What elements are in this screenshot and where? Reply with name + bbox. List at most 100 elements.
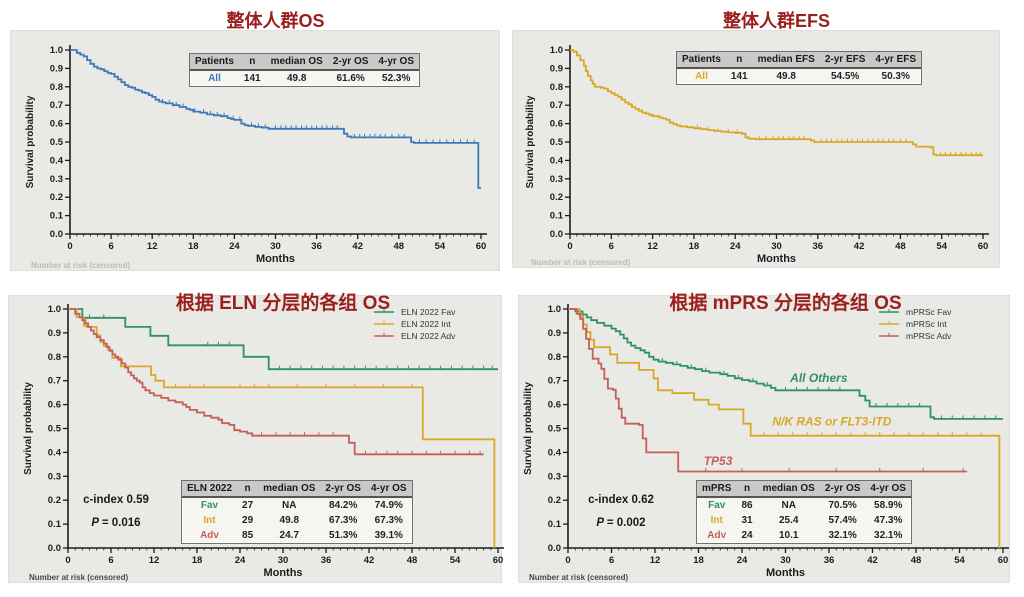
km-curve-eln-2022-int bbox=[68, 308, 496, 548]
stats-cell: 29 bbox=[242, 515, 254, 526]
stats-table-header: ELN 2022 bbox=[182, 481, 238, 498]
stats-cell: 141 bbox=[730, 71, 748, 82]
stat-note: c-index 0.62 bbox=[588, 494, 654, 506]
stats-cell: NA bbox=[282, 500, 297, 511]
x-tick-label: 48 bbox=[895, 241, 906, 252]
x-tick-label: 60 bbox=[978, 241, 989, 252]
y-tick-label: 0.2 bbox=[548, 495, 561, 506]
stats-table-header: median OS bbox=[757, 481, 820, 498]
y-tick-label: 0.1 bbox=[50, 211, 64, 222]
x-tick-label: 24 bbox=[730, 241, 741, 252]
y-tick-label: 0.4 bbox=[550, 155, 564, 166]
stats-cell: 141 bbox=[243, 73, 261, 84]
x-tick-label: 30 bbox=[780, 555, 791, 566]
x-tick-label: 54 bbox=[936, 241, 947, 252]
stats-cell: 51.3% bbox=[329, 530, 358, 541]
legend-label: mPRSc Fav bbox=[906, 307, 952, 317]
x-tick-label: 12 bbox=[647, 241, 658, 252]
x-tick-label: 12 bbox=[149, 555, 160, 566]
x-tick-label: 54 bbox=[954, 555, 965, 566]
stats-table-row: Int 29 49.8 67.3% 67.3% bbox=[182, 513, 412, 528]
x-tick-label: 18 bbox=[188, 241, 199, 252]
x-tick-label: 54 bbox=[435, 241, 446, 252]
x-tick-label: 0 bbox=[565, 555, 570, 566]
y-tick-label: 0.9 bbox=[548, 328, 561, 339]
curve-annotation: All Others bbox=[789, 371, 848, 385]
stats-table-overall-efs: Patients n median EFS 2-yr EFS 4-yr EFS All 14… bbox=[676, 51, 922, 85]
y-tick-label: 1.0 bbox=[550, 45, 563, 56]
y-tick-label: 0.1 bbox=[548, 519, 562, 530]
stats-row-label: All bbox=[695, 71, 708, 82]
stats-table-header: median OS bbox=[265, 54, 328, 71]
stats-cell: 49.8 bbox=[286, 73, 307, 84]
km-panel-mprs-os: 根据 mPRS 分层的各组 OS 0 6 12 18 24 30 36 42 48 54 60 0.0… bbox=[518, 293, 1010, 583]
y-tick-label: 0.2 bbox=[48, 495, 61, 506]
stats-cell: 58.9% bbox=[874, 500, 903, 511]
stats-table-header: n bbox=[238, 54, 266, 71]
x-tick-label: 18 bbox=[192, 555, 203, 566]
stats-table-eln-os: ELN 2022 n median OS 2-yr OS 4-yr OS Fav 27 NA 8… bbox=[181, 480, 413, 544]
y-tick-label: 0.0 bbox=[48, 543, 61, 554]
stats-table-row: All 141 49.8 61.6% 52.3% bbox=[190, 70, 419, 86]
stats-table-row: Int 31 25.4 57.4% 47.3% bbox=[697, 513, 911, 528]
stats-table-header: Patients bbox=[677, 52, 726, 69]
stats-cell: 32.1% bbox=[874, 530, 903, 541]
y-tick-label: 0.5 bbox=[548, 424, 562, 435]
number-at-risk-note: Number at risk (censored) bbox=[529, 573, 628, 582]
stats-cell: 57.4% bbox=[828, 515, 857, 526]
y-tick-label: 0.7 bbox=[548, 376, 561, 387]
legend-label: ELN 2022 Int bbox=[401, 319, 451, 329]
x-tick-label: 6 bbox=[108, 555, 113, 566]
stats-cell: 27 bbox=[242, 500, 254, 511]
curve-annotation: N/K RAS or FLT3-ITD bbox=[772, 415, 891, 429]
stats-cell: 31 bbox=[741, 515, 753, 526]
stats-table-header: 2-yr OS bbox=[327, 54, 374, 71]
stats-cell: 85 bbox=[242, 530, 254, 541]
x-tick-label: 48 bbox=[911, 555, 922, 566]
y-tick-label: 0.3 bbox=[550, 174, 563, 185]
x-tick-label: 36 bbox=[311, 241, 322, 252]
stats-row-label: Fav bbox=[200, 500, 219, 511]
stats-table-header: Patients bbox=[190, 54, 239, 71]
x-tick-label: 30 bbox=[270, 241, 281, 252]
y-tick-label: 0.0 bbox=[50, 229, 63, 240]
stats-table-row: All 141 49.8 54.5% 50.3% bbox=[677, 68, 921, 84]
km-plot-eln-os: 0 6 12 18 24 30 36 42 48 54 60 0.0 0.1 0.2 0.3 0.4 0.5 0.… bbox=[23, 304, 504, 582]
y-tick-label: 0.4 bbox=[548, 447, 562, 458]
stats-cell: 54.5% bbox=[830, 71, 860, 82]
stats-table-header: 2-yr OS bbox=[320, 481, 366, 498]
stats-table-row: Fav 86 NA 70.5% 58.9% bbox=[697, 497, 911, 513]
stats-cell: 47.3% bbox=[874, 515, 903, 526]
stats-table-header: 4-yr EFS bbox=[870, 52, 921, 69]
stats-cell: 25.4 bbox=[778, 515, 799, 526]
y-tick-label: 0.5 bbox=[48, 424, 62, 435]
x-tick-label: 60 bbox=[493, 555, 504, 566]
y-tick-label: 0.4 bbox=[50, 155, 64, 166]
stats-cell: 24.7 bbox=[279, 530, 300, 541]
x-tick-label: 6 bbox=[108, 241, 113, 252]
stats-cell: 10.1 bbox=[778, 530, 799, 541]
y-axis-label: Survival probability bbox=[25, 95, 36, 188]
x-tick-label: 48 bbox=[394, 241, 405, 252]
stats-table-header: 2-yr EFS bbox=[819, 52, 871, 69]
stats-table-header: median EFS bbox=[752, 52, 820, 69]
km-plot-mprs-os: 0 6 12 18 24 30 36 42 48 54 60 0.0 0.1 0.2 0.3 0.4 0.5 0.… bbox=[523, 304, 1009, 582]
x-tick-label: 18 bbox=[693, 555, 704, 566]
y-tick-label: 0.8 bbox=[548, 352, 561, 363]
stats-cell: 32.1% bbox=[828, 530, 857, 541]
x-tick-label: 54 bbox=[450, 555, 461, 566]
y-tick-label: 0.9 bbox=[50, 63, 63, 74]
stats-row-label: Int bbox=[203, 515, 216, 526]
y-tick-label: 0.7 bbox=[48, 376, 61, 387]
y-tick-label: 1.0 bbox=[50, 45, 63, 56]
x-tick-label: 36 bbox=[824, 555, 835, 566]
y-tick-label: 0.0 bbox=[548, 543, 561, 554]
number-at-risk-note: Number at risk (censored) bbox=[31, 261, 130, 270]
stat-note: P = 0.002 bbox=[596, 517, 645, 529]
stats-table-overall-os: Patients n median OS 2-yr OS 4-yr OS All 141 49… bbox=[189, 53, 420, 87]
stats-cell: 50.3% bbox=[881, 71, 910, 82]
y-tick-label: 0.8 bbox=[50, 82, 63, 93]
x-tick-label: 24 bbox=[737, 555, 748, 566]
number-at-risk-note: Number at risk (censored) bbox=[531, 258, 630, 267]
y-tick-label: 0.1 bbox=[550, 211, 564, 222]
